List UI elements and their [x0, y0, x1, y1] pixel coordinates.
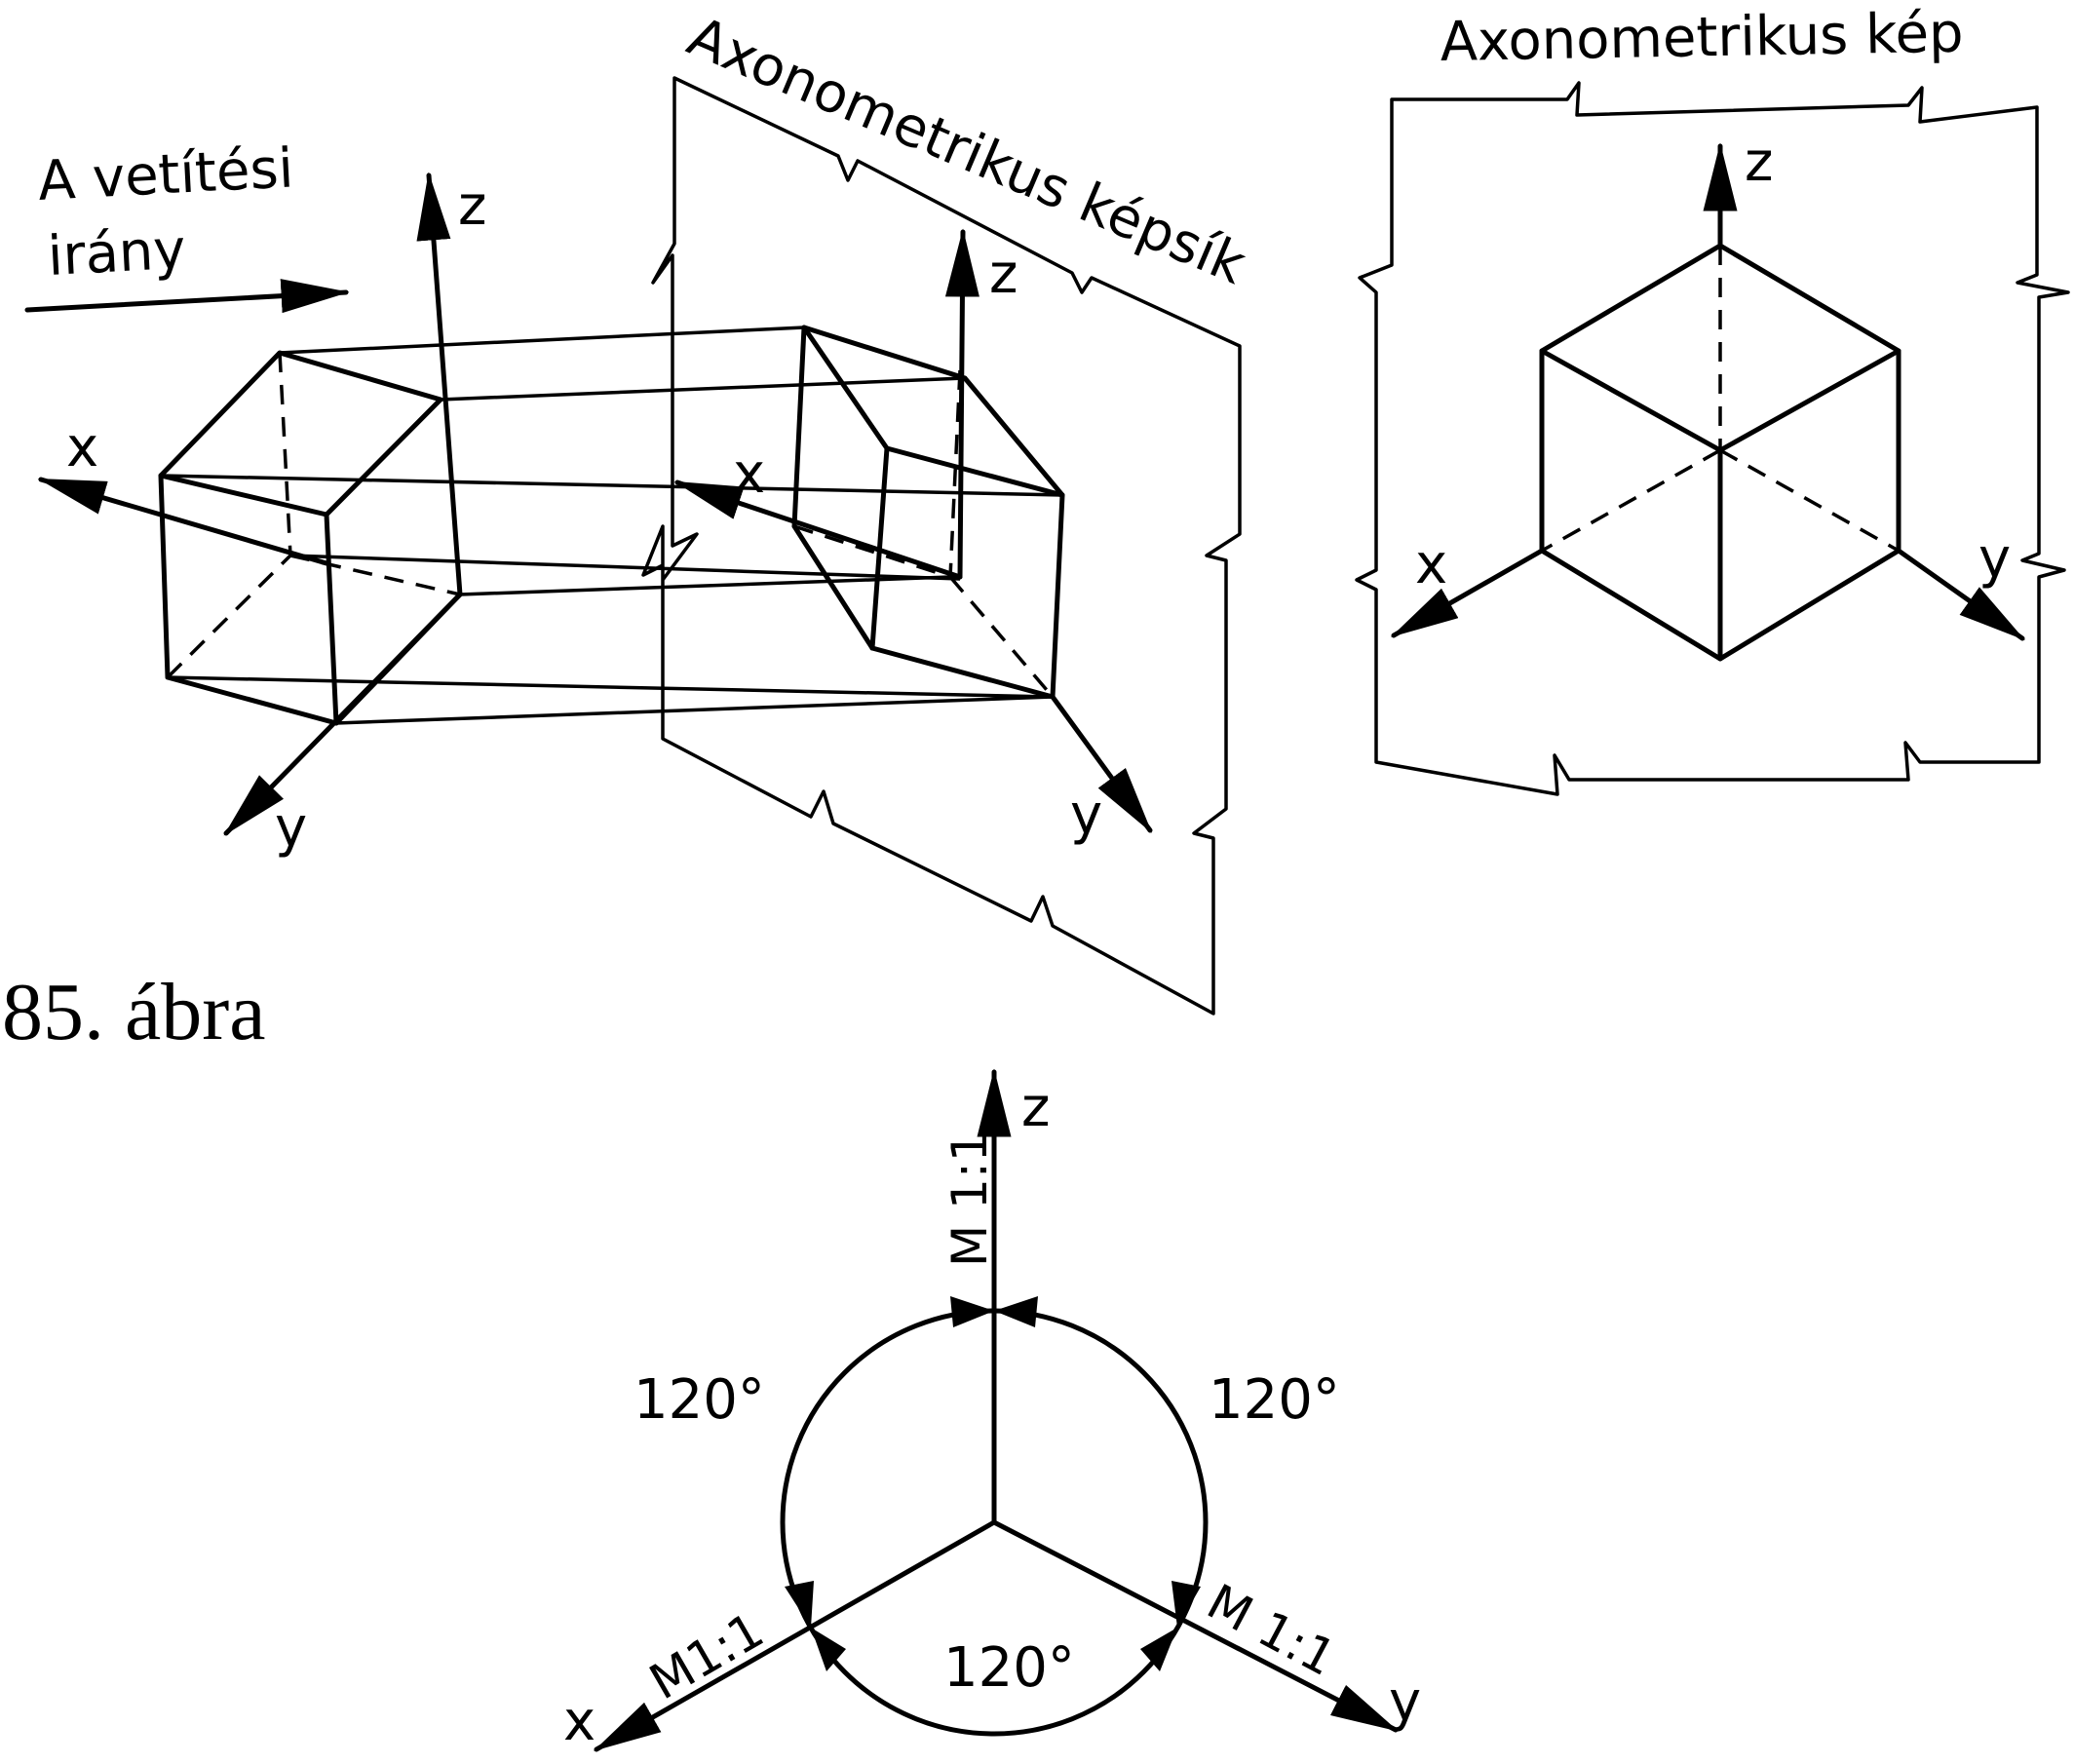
left-y-label: y	[275, 796, 307, 860]
box-front-edges	[158, 473, 339, 726]
angle-left-label: 120°	[634, 1368, 765, 1432]
angle-arrowhead	[811, 1628, 846, 1671]
left-z-label: z	[458, 174, 486, 238]
angle-arrowhead	[950, 1296, 994, 1327]
plane-box-hidden-edge	[793, 524, 951, 579]
projector-line	[160, 474, 1063, 497]
angle-arrowhead	[1171, 1581, 1201, 1628]
plane-x-label: x	[733, 442, 765, 506]
projector-line	[167, 675, 1054, 699]
scale-y-label: M 1:1	[1198, 1573, 1344, 1687]
picture-plane: Axonometrikus képsík z x y	[641, 5, 1255, 1016]
plane-x-axis	[673, 479, 963, 580]
angle-right-label: 120°	[1209, 1368, 1340, 1432]
left-z-axis	[416, 172, 463, 597]
plane-z-label: z	[989, 243, 1018, 306]
plane-box-hidden-edge	[948, 369, 962, 578]
left-x-label: x	[66, 416, 98, 479]
plane-y-label: y	[1070, 784, 1102, 847]
plane-box-edge	[884, 445, 1065, 498]
direction-label-line1: A vetítési	[36, 136, 294, 213]
box-bottom-right-edge	[333, 592, 463, 726]
angle-arrowhead	[785, 1581, 814, 1628]
scale-x-label: M1:1	[640, 1601, 773, 1710]
angle-z-label: z	[1021, 1076, 1050, 1139]
axonometric-image: Axonometrikus kép z x y	[1355, 2, 2070, 796]
angle-bottom-label: 120°	[943, 1636, 1075, 1700]
angle-y-label: y	[1389, 1670, 1421, 1734]
angle-arrowhead	[994, 1296, 1038, 1327]
projector-line	[459, 575, 951, 596]
left-x-axis	[37, 477, 329, 566]
projector-line	[279, 326, 805, 355]
picture-plane-outline	[641, 76, 1242, 1016]
plane-box-edge	[869, 645, 1056, 700]
plane-box-edge	[791, 325, 807, 529]
image-y-axis	[1896, 548, 2025, 641]
direction-label-line2: irány	[46, 218, 187, 288]
figure-caption: 85. ábra	[2, 967, 266, 1057]
box-hidden-bottom-back	[289, 554, 461, 596]
projector-line	[440, 376, 966, 402]
projection-direction-arrow	[24, 279, 350, 314]
angle-x-axis	[593, 1519, 997, 1752]
image-label: Axonometrikus kép	[1440, 2, 1964, 74]
plane-box-edge	[801, 325, 968, 381]
image-y-label: y	[1978, 527, 2011, 591]
scale-z-label: M 1:1	[941, 1131, 998, 1267]
plane-box-edge	[1050, 492, 1065, 700]
projection-scene: A vetítési irány z x y	[24, 136, 1063, 860]
image-z-label: z	[1745, 131, 1773, 194]
plane-box-hidden-edge	[948, 575, 1055, 699]
angle-arrowhead	[1140, 1628, 1177, 1671]
plane-z-axis	[944, 228, 979, 580]
image-frame-outline	[1355, 81, 2070, 796]
image-x-label: x	[1415, 533, 1447, 596]
axis-angle-diagram: z x y 120° 120° 120° M 1:1 M1:1 M 1:1	[563, 1068, 1421, 1753]
projector-line	[335, 695, 1054, 725]
cube-edge	[1539, 348, 1723, 453]
cube-hidden-axis	[1541, 448, 1721, 553]
angle-y-axis	[991, 1519, 1400, 1733]
projector-line	[289, 554, 961, 581]
box-hidden-vertical	[278, 352, 292, 556]
plane-y-axis	[1050, 694, 1153, 833]
box-top-face	[158, 350, 443, 518]
cube-edge	[1717, 348, 1901, 453]
cube-hidden-axis	[1719, 448, 1900, 553]
plane-box-edge	[801, 325, 890, 451]
image-x-axis	[1390, 548, 1545, 638]
picture-plane-label: Axonometrikus képsík	[679, 5, 1255, 297]
plane-box-edge	[962, 375, 1065, 498]
plane-box-edge	[791, 523, 875, 651]
box-hidden-bottom-left	[166, 554, 292, 679]
angle-x-label: x	[563, 1690, 595, 1753]
